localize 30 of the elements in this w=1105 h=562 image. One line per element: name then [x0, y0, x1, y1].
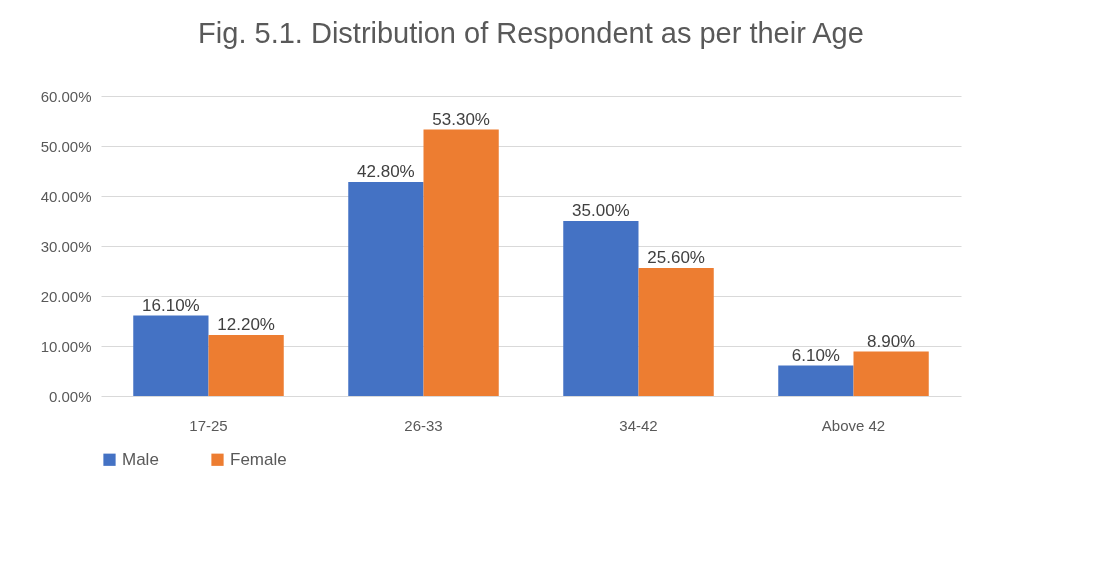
data-label: 25.60% — [647, 248, 705, 267]
bar — [778, 365, 854, 396]
y-tick-label: 50.00% — [40, 137, 92, 155]
bar — [853, 351, 929, 396]
bar — [563, 221, 639, 396]
data-label: 6.10% — [791, 345, 840, 365]
data-label: 16.10% — [142, 295, 200, 315]
y-tick-label: 10.00% — [40, 337, 92, 355]
x-tick-label: 34-42 — [619, 416, 658, 434]
bar — [638, 268, 714, 396]
x-tick-label: 17-25 — [189, 416, 228, 434]
bar — [348, 182, 424, 396]
y-tick-label: 30.00% — [40, 237, 92, 255]
bar — [423, 129, 499, 396]
chart-title: Fig. 5.1. Distribution of Respondent as per their Age — [198, 17, 864, 49]
y-tick-label: 40.00% — [40, 187, 92, 205]
legend-label: Male — [122, 449, 159, 469]
x-tick-label: Above 42 — [821, 416, 886, 434]
data-label: 12.20% — [217, 315, 275, 334]
data-label: 53.30% — [432, 109, 490, 129]
bar — [208, 335, 284, 396]
x-tick-label: 26-33 — [404, 416, 443, 434]
legend-label: Female — [230, 449, 287, 469]
y-tick-label: 0.00% — [48, 387, 92, 405]
data-label: 8.90% — [867, 331, 916, 351]
data-label: 42.80% — [357, 162, 415, 181]
y-tick-label: 20.00% — [40, 287, 92, 305]
y-tick-label: 60.00% — [40, 87, 92, 105]
data-label: 35.00% — [572, 201, 630, 220]
bar — [133, 315, 209, 396]
